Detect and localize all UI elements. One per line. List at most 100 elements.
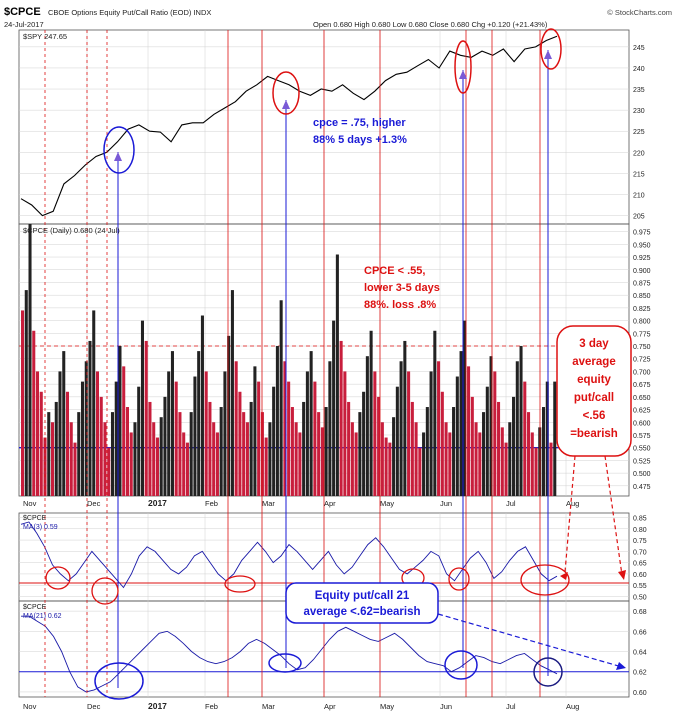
cpce-bar <box>107 447 111 496</box>
cpce-bar <box>234 361 238 496</box>
cpce-bar <box>257 381 261 496</box>
xtick-label-bottom-0: Nov <box>23 702 37 711</box>
cpce-bar <box>493 371 497 496</box>
blue-arrowhead-1 <box>282 100 290 109</box>
cpce-bar <box>260 412 264 496</box>
cpce-bar <box>58 371 62 496</box>
cpce-bar <box>238 391 242 496</box>
cpce-bar <box>219 407 223 496</box>
chart-date: 24-Jul-2017 <box>4 20 44 29</box>
three-day-line4: put/call <box>574 392 614 404</box>
cpce-bar <box>395 386 399 496</box>
cpce-bar <box>39 391 43 496</box>
cpce-bar <box>283 361 287 496</box>
cpce-bar <box>474 422 478 496</box>
arrowhead-3day-2 <box>618 570 626 580</box>
cpce-bar <box>497 401 501 496</box>
ytick-label-p2-7: 0.85 <box>633 516 647 523</box>
cpce-bar <box>519 346 523 496</box>
cpce-bar <box>88 340 92 496</box>
cpce-bar <box>32 330 36 496</box>
cpce-bar <box>384 437 388 496</box>
cpce-bar <box>204 371 208 496</box>
xtick-label-top-0: Nov <box>23 499 37 508</box>
cpce-bar <box>24 290 28 496</box>
cpce-bar <box>54 401 58 496</box>
cpce-bar <box>193 376 197 496</box>
ytick-label-p0-1: 210 <box>633 192 645 199</box>
ma3-red-ellipse-1 <box>45 566 71 590</box>
three-day-line2: average <box>572 356 615 368</box>
cpce-bar <box>553 381 557 496</box>
cpce-bar <box>155 437 159 496</box>
xtick-label-top-8: Jul <box>506 499 516 508</box>
cpce-bar <box>463 320 467 496</box>
three-day-line3: equity <box>577 374 611 386</box>
arrowhead-3day-1 <box>560 572 568 580</box>
ytick-label-p2-1: 0.55 <box>633 583 647 590</box>
ma21-blue-ellipse-1 <box>94 662 144 700</box>
ytick-label-p0-7: 240 <box>633 66 645 73</box>
cpce-bar <box>148 401 152 496</box>
ytick-label-p1-19: 0.950 <box>633 242 651 249</box>
cpce-bar <box>512 396 516 496</box>
cpce-bar <box>110 412 115 496</box>
cpce-bar <box>504 442 508 496</box>
cpce-bar <box>290 407 294 496</box>
arrowhead-equity21 <box>616 662 626 670</box>
xtick-label-bottom-4: Mar <box>262 702 275 711</box>
ytick-label-p1-12: 0.775 <box>633 331 651 338</box>
cpce-bar <box>343 371 347 496</box>
cpce-bar <box>448 432 452 496</box>
cpce-bar <box>178 412 182 496</box>
ytick-label-p1-9: 0.700 <box>633 369 651 376</box>
ytick-label-p3-4: 0.68 <box>633 609 647 616</box>
cpce-bar <box>272 386 276 496</box>
ma3-red-ellipse-5 <box>448 567 470 591</box>
cpce-bar <box>245 422 249 496</box>
cpce-bar <box>133 422 137 496</box>
ytick-label-p1-3: 0.550 <box>633 446 651 453</box>
cpce-bar <box>362 391 366 496</box>
ytick-label-p0-8: 245 <box>633 45 645 52</box>
cpce-bar <box>77 412 81 496</box>
ma21-blue-ellipse-4 <box>533 657 563 687</box>
cpce-bar <box>114 381 118 496</box>
cpce-bar <box>174 381 178 496</box>
ytick-label-p2-5: 0.75 <box>633 538 647 545</box>
ma3-legend: MA(3) 0.59 <box>23 524 58 531</box>
cpce-bar <box>249 401 253 496</box>
ytick-label-p1-2: 0.525 <box>633 458 651 465</box>
cpce-bar <box>523 381 527 496</box>
cpce-bar <box>242 412 246 496</box>
cpce-bar <box>200 315 204 496</box>
cpce-bar <box>182 432 186 496</box>
cpce-bar <box>452 407 456 496</box>
ytick-label-p0-4: 225 <box>633 129 645 136</box>
cpce-bar <box>534 447 538 496</box>
price-red-ellipse-3 <box>540 28 562 70</box>
cpce-bar <box>527 412 531 496</box>
ma21-legend-symbol: $CPCE <box>23 604 47 611</box>
cpce-bar <box>223 371 227 496</box>
cpce-bar <box>399 361 403 496</box>
ytick-label-p0-6: 235 <box>633 87 645 94</box>
cpce-bar <box>268 422 272 496</box>
cpce-bar <box>275 346 279 496</box>
cpce-bar <box>159 417 163 496</box>
cpce-bar <box>425 407 429 496</box>
cpce-bar <box>500 427 504 496</box>
cpce-bar <box>365 356 369 496</box>
cpce-bar <box>129 432 133 496</box>
annotation-cpce-075-line2: 88% 5 days +1.3% <box>313 134 407 146</box>
ma3-legend-symbol: $CPCE <box>23 515 47 522</box>
cpce-bar <box>515 361 519 496</box>
equity21-line2: average <.62=bearish <box>304 606 421 618</box>
ytick-label-p3-3: 0.66 <box>633 629 647 636</box>
price-blue-ellipse <box>103 126 135 174</box>
symbol-title: $CPCE <box>4 6 41 18</box>
cpce-bar <box>189 412 193 496</box>
cpce-bar <box>440 391 444 496</box>
equity21-box <box>285 582 439 624</box>
price-legend: $SPY 247.65 <box>23 32 67 41</box>
